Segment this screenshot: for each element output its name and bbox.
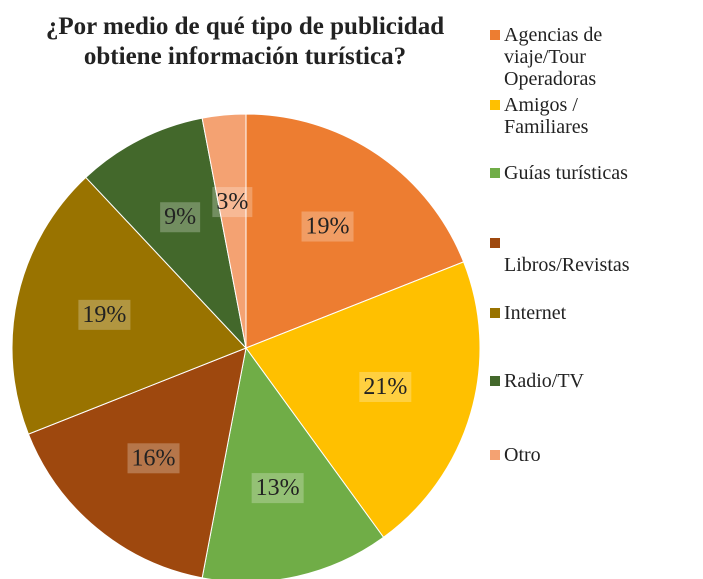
legend-swatch [490, 100, 500, 110]
pie-slice [201, 113, 247, 349]
legend-item: Agencias de viaje/Tour Operadoras [490, 24, 630, 90]
data-label: 9% [164, 204, 196, 230]
data-label: 19% [306, 214, 350, 240]
data-label-bg [212, 187, 253, 218]
data-label-bg [127, 443, 180, 474]
legend-label: Otro [504, 444, 541, 466]
legend-label: Internet [504, 302, 567, 324]
legend-swatch [490, 238, 500, 248]
legend-label: Libros/Revistas [504, 232, 630, 276]
legend-label: Amigos / Familiares [504, 94, 589, 138]
legend-label: Radio/TV [504, 370, 584, 392]
legend-item: Amigos / Familiares [490, 94, 630, 138]
pie-slice [201, 346, 385, 579]
legend-swatch [490, 168, 500, 178]
data-label-bg [301, 211, 354, 242]
data-label: 21% [363, 374, 407, 400]
legend-label: Guías turísticas [504, 162, 628, 184]
pie-slice [245, 261, 481, 539]
legend-label: Agencias de viaje/Tour Operadoras [504, 24, 608, 90]
legend-swatch [490, 30, 500, 40]
pie-slice [85, 117, 247, 350]
data-label-bg [160, 202, 201, 233]
data-label-bg [359, 371, 412, 402]
legend-item: Internet [490, 302, 630, 324]
legend-swatch [490, 308, 500, 318]
pie-slice [11, 176, 247, 435]
data-label: 3% [216, 189, 248, 215]
data-label-bg [78, 299, 131, 330]
pie-slice [245, 113, 465, 349]
data-label: 13% [256, 475, 300, 501]
data-label: 16% [132, 445, 176, 471]
legend-item: Radio/TV [490, 370, 630, 392]
legend-item: Libros/Revistas [490, 232, 630, 276]
chart-title: ¿Por medio de qué tipo de publicidad obt… [45, 13, 445, 70]
legend-swatch [490, 450, 500, 460]
legend-swatch [490, 376, 500, 386]
data-label: 19% [82, 302, 126, 328]
legend-item: Otro [490, 444, 630, 466]
pie-slice [27, 347, 247, 579]
legend-item: Guías turísticas [490, 162, 630, 184]
data-label-bg [251, 473, 304, 504]
